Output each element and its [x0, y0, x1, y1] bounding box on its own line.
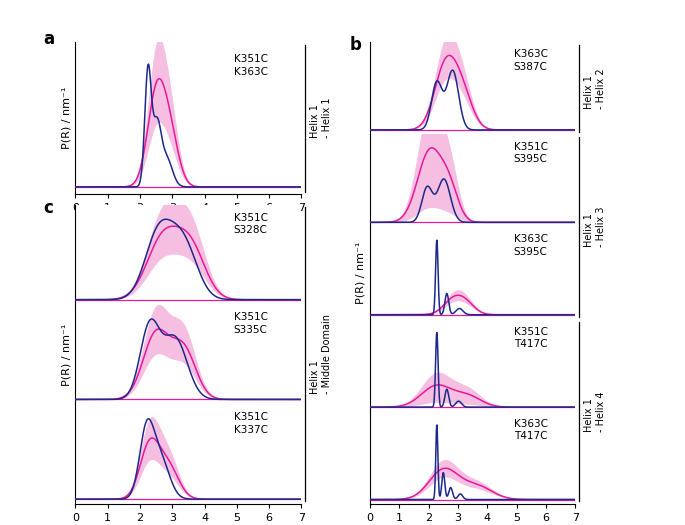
Text: Helix 1
- Helix 4: Helix 1 - Helix 4 [584, 391, 606, 432]
Text: Helix 1
- Helix 1: Helix 1 - Helix 1 [310, 98, 332, 139]
Y-axis label: P(R) / nm⁻¹: P(R) / nm⁻¹ [356, 242, 366, 304]
Text: a: a [44, 30, 55, 48]
Text: b: b [349, 36, 361, 55]
Text: Helix 1
- Helix 3: Helix 1 - Helix 3 [584, 206, 606, 247]
Text: K363C
T417C: K363C T417C [514, 419, 548, 442]
Text: K351C
S328C: K351C S328C [234, 213, 268, 235]
Text: K351C
S335C: K351C S335C [234, 312, 268, 335]
Text: c: c [44, 199, 53, 217]
Text: K363C
S395C: K363C S395C [514, 234, 548, 257]
Text: K351C
T417C: K351C T417C [514, 327, 548, 349]
Y-axis label: P(R) / nm⁻¹: P(R) / nm⁻¹ [61, 323, 71, 385]
Text: K351C
S395C: K351C S395C [514, 142, 548, 164]
Text: Helix 1
- Middle Domain: Helix 1 - Middle Domain [310, 314, 332, 394]
X-axis label: R / nm: R / nm [168, 217, 209, 230]
Text: K351C
K363C: K351C K363C [234, 54, 268, 77]
Y-axis label: P(R) / nm⁻¹: P(R) / nm⁻¹ [61, 87, 71, 149]
Text: Helix 1
- Helix 2: Helix 1 - Helix 2 [584, 68, 606, 109]
Text: K363C
S387C: K363C S387C [514, 49, 548, 72]
Text: K351C
K337C: K351C K337C [234, 412, 268, 435]
